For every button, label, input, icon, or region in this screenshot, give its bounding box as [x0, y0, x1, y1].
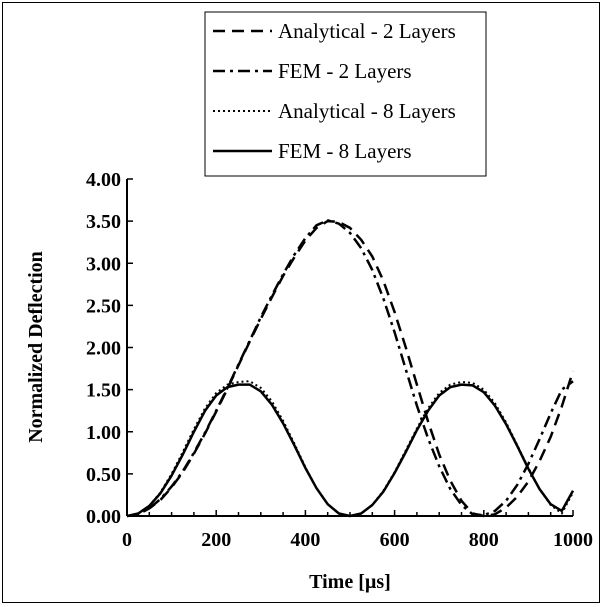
y-tick-label: 0.50 [86, 464, 121, 486]
x-tick-label: 200 [201, 529, 231, 551]
legend-label: FEM - 8 Layers [278, 139, 412, 163]
legend-box [204, 11, 487, 177]
legend: Analytical - 2 Layers FEM - 2 Layers Analy… [204, 11, 487, 177]
x-tick-label: 400 [290, 529, 320, 551]
x-axis-ticks: 0 200 400 600 800 1000 [122, 510, 593, 551]
y-tick-label: 0.00 [86, 506, 121, 528]
series-line-analytical-2-layers [126, 219, 575, 518]
y-tick-label: 4.00 [86, 169, 121, 191]
y-axis-title: Normalized Deflection [25, 251, 47, 443]
x-tick-label: 800 [469, 529, 499, 551]
x-tick-label: 600 [380, 529, 410, 551]
y-tick-label: 1.50 [86, 380, 121, 402]
plot-area: 0.00 0.50 1.00 1.50 2.00 2.50 3.00 3.50 4.00 0 20… [86, 169, 593, 551]
y-tick-label: 1.00 [86, 422, 121, 444]
y-tick-label: 2.00 [86, 338, 121, 360]
x-tick-label: 1000 [553, 529, 593, 551]
x-axis-title: Time [µs] [309, 571, 391, 593]
y-tick-label: 3.00 [86, 253, 121, 275]
legend-label: Analytical - 2 Layers [278, 19, 456, 43]
series-line-analytical-8-layers [126, 380, 574, 517]
series-line-fem-8-layers [126, 383, 575, 518]
y-axis-ticks: 0.00 0.50 1.00 1.50 2.00 2.50 3.00 3.50 4.00 [86, 169, 133, 528]
y-tick-label: 2.50 [86, 295, 121, 317]
legend-label: Analytical - 8 Layers [278, 99, 456, 123]
series-layer [126, 219, 575, 518]
y-tick-label: 3.50 [86, 211, 121, 233]
legend-label: FEM - 2 Layers [278, 59, 412, 83]
x-tick-label: 0 [122, 529, 132, 551]
series-line-fem-2-layers [126, 219, 574, 518]
